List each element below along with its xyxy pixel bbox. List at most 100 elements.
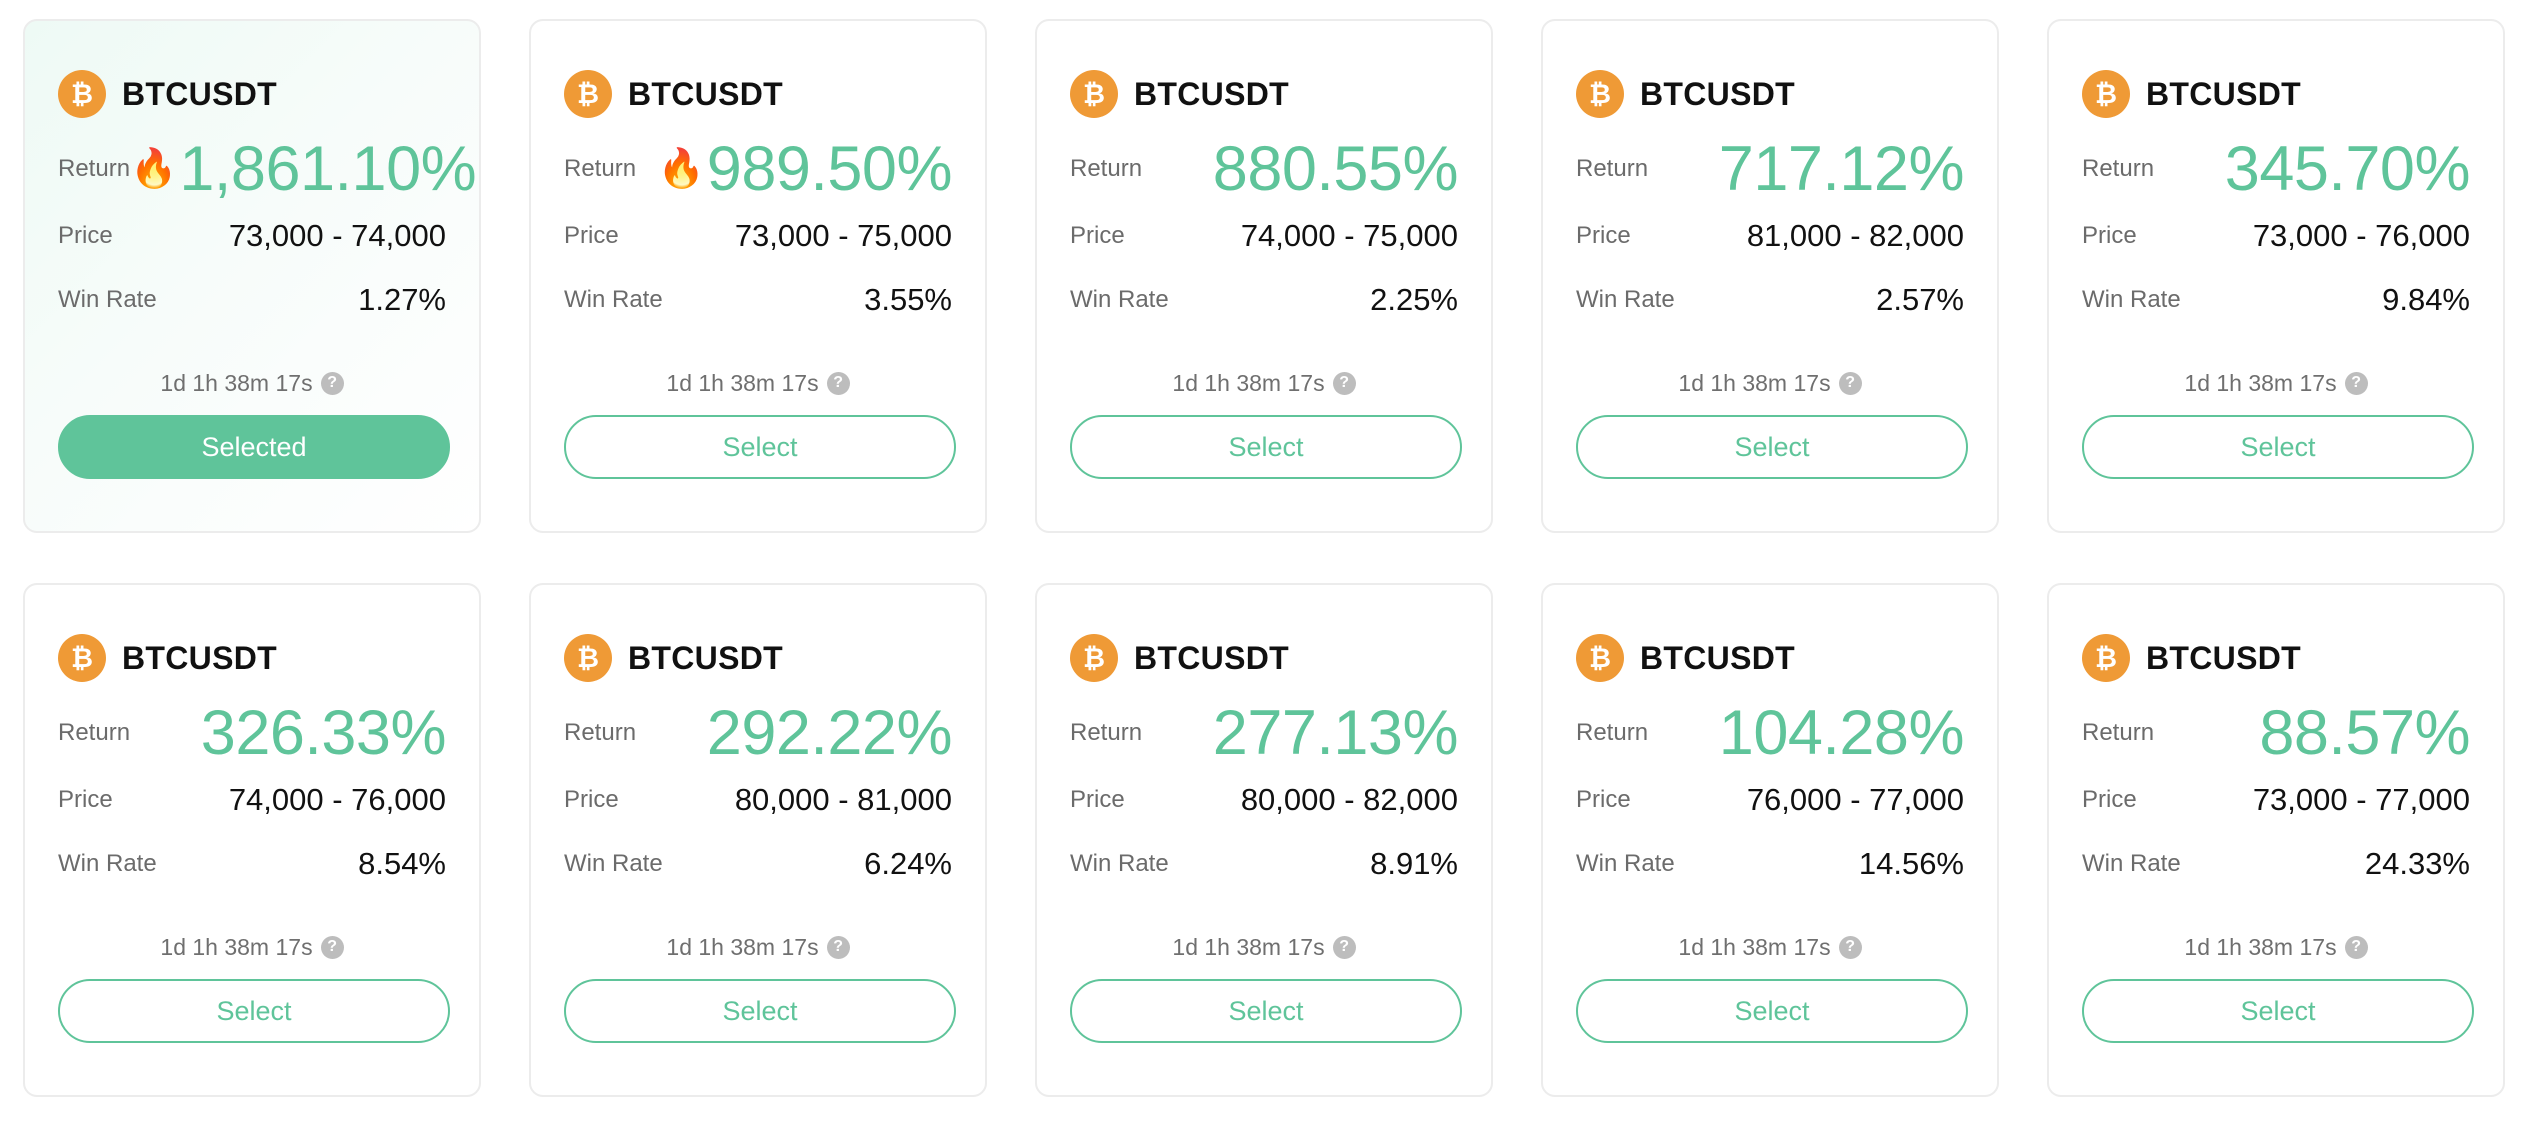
win-rate-row: Win Rate 8.91% (1070, 844, 1458, 884)
select-button[interactable]: Select (1576, 415, 1968, 479)
select-button[interactable]: Select (564, 979, 956, 1043)
strategy-card: ₿ BTCUSDT Return 🔥 88.57% Price 73,000 -… (2047, 583, 2505, 1097)
return-value: 345.70% (2224, 133, 2471, 204)
price-range: 80,000 - 81,000 (734, 782, 952, 817)
win-rate-value: 2.25% (1370, 282, 1458, 317)
help-icon[interactable]: ? (2344, 935, 2368, 959)
countdown: 1d 1h 38m 17s ? (1576, 366, 1964, 400)
win-rate-value: 1.27% (358, 282, 446, 317)
win-rate-row: Win Rate 24.33% (2082, 844, 2470, 884)
countdown-text: 1d 1h 38m 17s (160, 369, 313, 396)
svg-text:₿: ₿ (71, 79, 93, 109)
pair-name: BTCUSDT (1134, 639, 1289, 676)
card-header: ₿ BTCUSDT (1576, 70, 1964, 118)
bitcoin-icon: ₿ (1576, 70, 1624, 118)
price-range: 73,000 - 74,000 (228, 218, 446, 253)
strategy-card: ₿ BTCUSDT Return 🔥 717.12% Price 81,000 … (1541, 19, 1999, 533)
help-icon[interactable]: ? (2344, 371, 2368, 395)
price-row: Price 74,000 - 76,000 (58, 780, 446, 820)
select-button[interactable]: Select (2082, 979, 2474, 1043)
pair-name: BTCUSDT (628, 75, 783, 112)
card-header: ₿ BTCUSDT (1576, 634, 1964, 682)
countdown-text: 1d 1h 38m 17s (666, 369, 819, 396)
pair-name: BTCUSDT (1640, 75, 1795, 112)
help-icon[interactable]: ? (1838, 371, 1862, 395)
bitcoin-icon: ₿ (2082, 634, 2130, 682)
help-icon[interactable]: ? (320, 371, 344, 395)
svg-text:₿: ₿ (577, 79, 599, 109)
bitcoin-icon: ₿ (58, 634, 106, 682)
win-rate-label: Win Rate (2082, 850, 2181, 877)
countdown-text: 1d 1h 38m 17s (1678, 933, 1831, 960)
return-value-wrap: 🔥 1,861.10% (130, 133, 477, 204)
return-value: 1,861.10% (179, 133, 477, 204)
strategy-card: ₿ BTCUSDT Return 🔥 989.50% Price 73,000 … (529, 19, 987, 533)
help-icon[interactable]: ? (1838, 935, 1862, 959)
return-value-wrap: 🔥 88.57% (2259, 701, 2470, 765)
select-button[interactable]: Select (1576, 979, 1968, 1043)
card-header: ₿ BTCUSDT (564, 70, 952, 118)
select-button[interactable]: Select (58, 979, 450, 1043)
select-button[interactable]: Select (1070, 415, 1462, 479)
countdown: 1d 1h 38m 17s ? (1576, 930, 1964, 964)
win-rate-label: Win Rate (1070, 850, 1169, 877)
countdown-text: 1d 1h 38m 17s (2184, 933, 2337, 960)
return-value-wrap: 🔥 989.50% (657, 133, 953, 204)
select-button[interactable]: Select (564, 415, 956, 479)
svg-text:₿: ₿ (2095, 643, 2117, 673)
return-value-wrap: 🔥 277.13% (1213, 701, 1459, 765)
countdown: 1d 1h 38m 17s ? (58, 366, 446, 400)
help-icon[interactable]: ? (1332, 371, 1356, 395)
return-row: Return 🔥 345.70% (2082, 133, 2471, 204)
countdown: 1d 1h 38m 17s ? (2082, 930, 2470, 964)
countdown: 1d 1h 38m 17s ? (2082, 366, 2470, 400)
return-value: 292.22% (706, 697, 953, 768)
return-row: Return 🔥 277.13% (1070, 698, 1459, 768)
help-icon[interactable]: ? (320, 935, 344, 959)
price-row: Price 73,000 - 76,000 (2082, 216, 2470, 256)
price-range: 73,000 - 75,000 (734, 218, 952, 253)
win-rate-value: 8.91% (1370, 846, 1458, 881)
help-icon[interactable]: ? (826, 935, 850, 959)
return-label: Return (1576, 155, 1649, 182)
strategy-card: ₿ BTCUSDT Return 🔥 345.70% Price 73,000 … (2047, 19, 2505, 533)
return-row: Return 🔥 88.57% (2082, 698, 2470, 768)
svg-text:₿: ₿ (577, 643, 599, 673)
return-label: Return (1070, 155, 1143, 182)
price-range: 74,000 - 75,000 (1240, 218, 1458, 253)
price-row: Price 74,000 - 75,000 (1070, 216, 1458, 256)
help-icon[interactable]: ? (1332, 935, 1356, 959)
win-rate-row: Win Rate 2.57% (1576, 280, 1964, 320)
strategy-card: ₿ BTCUSDT Return 🔥 880.55% Price 74,000 … (1035, 19, 1493, 533)
pair-name: BTCUSDT (122, 75, 277, 112)
return-row: Return 🔥 717.12% (1576, 134, 1965, 204)
return-value-wrap: 🔥 292.22% (706, 697, 953, 768)
price-label: Price (2082, 786, 2137, 813)
select-button[interactable]: Selected (58, 415, 450, 479)
svg-text:₿: ₿ (1083, 643, 1105, 673)
fire-icon: 🔥 (657, 148, 705, 190)
pair-name: BTCUSDT (1640, 639, 1795, 676)
return-value-wrap: 🔥 326.33% (201, 701, 447, 765)
price-label: Price (564, 222, 619, 249)
countdown: 1d 1h 38m 17s ? (564, 930, 952, 964)
win-rate-row: Win Rate 3.55% (564, 280, 952, 320)
select-button[interactable]: Select (2082, 415, 2474, 479)
price-row: Price 73,000 - 74,000 (58, 216, 446, 256)
card-header: ₿ BTCUSDT (58, 634, 446, 682)
win-rate-value: 3.55% (864, 282, 952, 317)
return-value: 989.50% (706, 133, 953, 204)
strategy-card: ₿ BTCUSDT Return 🔥 326.33% Price 74,000 … (23, 583, 481, 1097)
help-icon[interactable]: ? (826, 371, 850, 395)
win-rate-label: Win Rate (58, 286, 157, 313)
select-button[interactable]: Select (1070, 979, 1462, 1043)
win-rate-row: Win Rate 9.84% (2082, 280, 2470, 320)
win-rate-label: Win Rate (564, 850, 663, 877)
price-range: 76,000 - 77,000 (1746, 782, 1964, 817)
return-row: Return 🔥 326.33% (58, 698, 447, 768)
bitcoin-icon: ₿ (1070, 70, 1118, 118)
return-value-wrap: 🔥 717.12% (1719, 137, 1965, 201)
card-header: ₿ BTCUSDT (1070, 70, 1458, 118)
win-rate-row: Win Rate 1.27% (58, 280, 446, 320)
strategy-card: ₿ BTCUSDT Return 🔥 292.22% Price 80,000 … (529, 583, 987, 1097)
